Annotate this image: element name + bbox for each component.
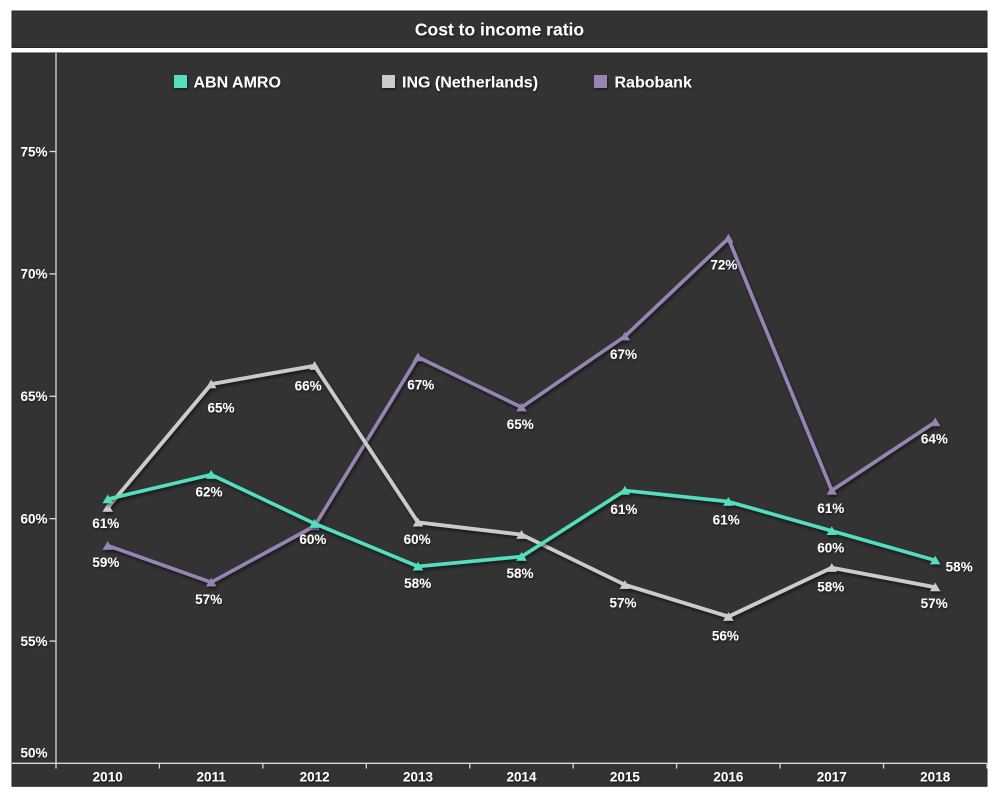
svg-text:65%: 65% <box>20 389 47 404</box>
svg-text:Cost to income ratio: Cost to income ratio <box>415 20 584 40</box>
svg-text:2012: 2012 <box>300 769 330 784</box>
svg-text:59%: 59% <box>92 555 119 570</box>
svg-text:55%: 55% <box>20 634 47 649</box>
svg-text:64%: 64% <box>921 432 948 447</box>
svg-text:61%: 61% <box>817 501 844 516</box>
svg-text:61%: 61% <box>92 516 119 531</box>
svg-text:70%: 70% <box>20 267 47 282</box>
svg-text:2015: 2015 <box>610 769 641 784</box>
svg-text:58%: 58% <box>946 560 973 575</box>
svg-text:ING (Netherlands): ING (Netherlands) <box>402 74 538 91</box>
svg-text:57%: 57% <box>921 596 948 611</box>
svg-text:61%: 61% <box>713 512 740 527</box>
svg-text:2017: 2017 <box>817 769 847 784</box>
svg-text:72%: 72% <box>710 257 737 272</box>
svg-text:ABN AMRO: ABN AMRO <box>194 74 281 91</box>
svg-text:67%: 67% <box>407 378 434 393</box>
svg-text:60%: 60% <box>404 532 431 547</box>
svg-text:65%: 65% <box>507 417 534 432</box>
svg-text:57%: 57% <box>609 595 636 610</box>
svg-text:65%: 65% <box>207 401 234 416</box>
svg-text:Rabobank: Rabobank <box>615 74 692 91</box>
svg-text:2013: 2013 <box>403 769 434 784</box>
svg-text:60%: 60% <box>299 532 326 547</box>
svg-text:2016: 2016 <box>713 769 744 784</box>
svg-text:2018: 2018 <box>920 769 951 784</box>
svg-text:60%: 60% <box>20 512 47 527</box>
svg-text:62%: 62% <box>195 485 222 500</box>
svg-text:2014: 2014 <box>506 769 537 784</box>
svg-text:67%: 67% <box>610 347 637 362</box>
svg-text:50%: 50% <box>20 745 47 760</box>
svg-text:60%: 60% <box>817 540 844 555</box>
svg-text:66%: 66% <box>295 379 322 394</box>
svg-text:2010: 2010 <box>93 769 123 784</box>
svg-text:56%: 56% <box>712 628 739 643</box>
svg-text:2011: 2011 <box>197 769 227 784</box>
svg-text:58%: 58% <box>404 576 431 591</box>
svg-text:58%: 58% <box>506 566 533 581</box>
svg-text:61%: 61% <box>610 502 637 517</box>
svg-text:58%: 58% <box>817 579 844 594</box>
svg-text:57%: 57% <box>195 592 222 607</box>
svg-text:75%: 75% <box>20 144 47 159</box>
